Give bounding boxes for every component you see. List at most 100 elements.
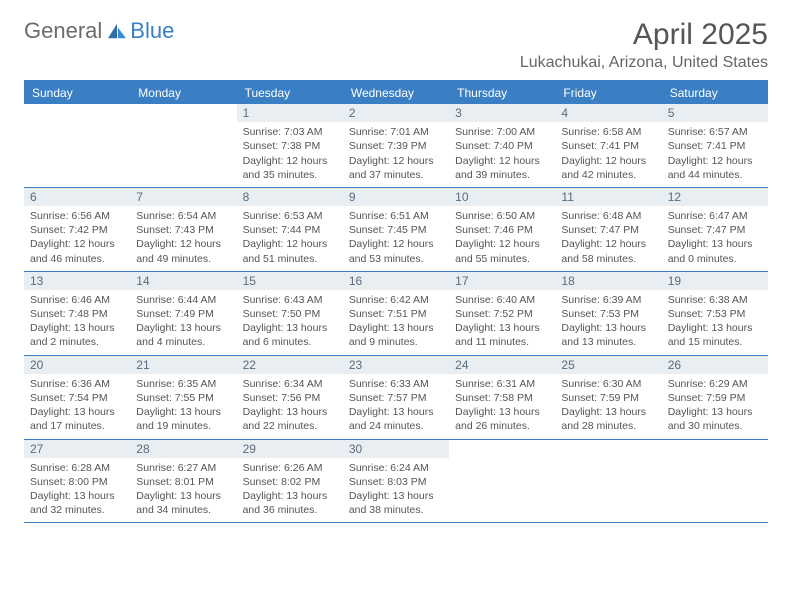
daylight-text: Daylight: 12 hours xyxy=(455,154,549,168)
sunset-text: Sunset: 7:53 PM xyxy=(561,307,655,321)
day-cell: 10Sunrise: 6:50 AMSunset: 7:46 PMDayligh… xyxy=(449,188,555,271)
daylight-text: Daylight: 13 hours xyxy=(455,405,549,419)
blank-cell xyxy=(24,104,130,187)
day-number: 13 xyxy=(24,272,130,290)
blank-cell xyxy=(662,440,768,523)
day-number: 7 xyxy=(130,188,236,206)
day-number: 11 xyxy=(555,188,661,206)
daylight-text: Daylight: 13 hours xyxy=(243,405,337,419)
daylight-text: and 49 minutes. xyxy=(136,252,230,266)
daylight-text: Daylight: 13 hours xyxy=(668,237,762,251)
day-header-cell: Sunday xyxy=(24,82,130,104)
sunset-text: Sunset: 7:50 PM xyxy=(243,307,337,321)
daylight-text: Daylight: 12 hours xyxy=(243,154,337,168)
logo-text-general: General xyxy=(24,18,102,44)
sunset-text: Sunset: 7:47 PM xyxy=(668,223,762,237)
calendar: SundayMondayTuesdayWednesdayThursdayFrid… xyxy=(24,80,768,523)
sunrise-text: Sunrise: 6:29 AM xyxy=(668,377,762,391)
sunset-text: Sunset: 7:41 PM xyxy=(561,139,655,153)
day-cell: 20Sunrise: 6:36 AMSunset: 7:54 PMDayligh… xyxy=(24,356,130,439)
day-number: 9 xyxy=(343,188,449,206)
sunrise-text: Sunrise: 6:44 AM xyxy=(136,293,230,307)
sunset-text: Sunset: 7:41 PM xyxy=(668,139,762,153)
day-cell: 17Sunrise: 6:40 AMSunset: 7:52 PMDayligh… xyxy=(449,272,555,355)
calendar-body: 1Sunrise: 7:03 AMSunset: 7:38 PMDaylight… xyxy=(24,104,768,523)
daylight-text: and 37 minutes. xyxy=(349,168,443,182)
sunrise-text: Sunrise: 6:51 AM xyxy=(349,209,443,223)
day-cell: 13Sunrise: 6:46 AMSunset: 7:48 PMDayligh… xyxy=(24,272,130,355)
sunrise-text: Sunrise: 6:57 AM xyxy=(668,125,762,139)
sunrise-text: Sunrise: 6:24 AM xyxy=(349,461,443,475)
sunset-text: Sunset: 7:49 PM xyxy=(136,307,230,321)
day-number: 4 xyxy=(555,104,661,122)
sunset-text: Sunset: 8:01 PM xyxy=(136,475,230,489)
sunset-text: Sunset: 7:53 PM xyxy=(668,307,762,321)
day-cell: 24 Sunrise: 6:31 AMSunset: 7:58 PMDayligh… xyxy=(449,356,555,439)
daylight-text: and 17 minutes. xyxy=(30,419,124,433)
day-header-cell: Tuesday xyxy=(237,82,343,104)
day-cell: 6Sunrise: 6:56 AMSunset: 7:42 PMDaylight… xyxy=(24,188,130,271)
daylight-text: and 15 minutes. xyxy=(668,335,762,349)
sunset-text: Sunset: 7:43 PM xyxy=(136,223,230,237)
daylight-text: Daylight: 13 hours xyxy=(243,321,337,335)
daylight-text: and 2 minutes. xyxy=(30,335,124,349)
day-number: 20 xyxy=(24,356,130,374)
day-number: 16 xyxy=(343,272,449,290)
daylight-text: and 11 minutes. xyxy=(455,335,549,349)
daylight-text: Daylight: 13 hours xyxy=(30,489,124,503)
daylight-text: Daylight: 13 hours xyxy=(136,489,230,503)
daylight-text: and 46 minutes. xyxy=(30,252,124,266)
sunrise-text: Sunrise: 6:35 AM xyxy=(136,377,230,391)
sunset-text: Sunset: 7:47 PM xyxy=(561,223,655,237)
sunrise-text: Sunrise: 6:40 AM xyxy=(455,293,549,307)
daylight-text: Daylight: 12 hours xyxy=(561,154,655,168)
day-cell: 15Sunrise: 6:43 AMSunset: 7:50 PMDayligh… xyxy=(237,272,343,355)
month-title: April 2025 xyxy=(520,18,768,52)
sunrise-text: Sunrise: 6:54 AM xyxy=(136,209,230,223)
daylight-text: Daylight: 12 hours xyxy=(30,237,124,251)
daylight-text: Daylight: 13 hours xyxy=(30,405,124,419)
day-cell: 22Sunrise: 6:34 AMSunset: 7:56 PMDayligh… xyxy=(237,356,343,439)
sunset-text: Sunset: 7:46 PM xyxy=(455,223,549,237)
sunset-text: Sunset: 7:39 PM xyxy=(349,139,443,153)
sunrise-text: Sunrise: 6:28 AM xyxy=(30,461,124,475)
daylight-text: and 0 minutes. xyxy=(668,252,762,266)
sunset-text: Sunset: 7:42 PM xyxy=(30,223,124,237)
day-number: 26 xyxy=(662,356,768,374)
week-row: 20Sunrise: 6:36 AMSunset: 7:54 PMDayligh… xyxy=(24,356,768,440)
day-number: 28 xyxy=(130,440,236,458)
daylight-text: and 55 minutes. xyxy=(455,252,549,266)
logo-sail-icon xyxy=(106,22,128,40)
daylight-text: and 36 minutes. xyxy=(243,503,337,517)
sunrise-text: Sunrise: 6:42 AM xyxy=(349,293,443,307)
day-number: 8 xyxy=(237,188,343,206)
day-header-cell: Monday xyxy=(130,82,236,104)
day-number: 22 xyxy=(237,356,343,374)
daylight-text: and 35 minutes. xyxy=(243,168,337,182)
daylight-text: Daylight: 13 hours xyxy=(561,321,655,335)
daylight-text: and 38 minutes. xyxy=(349,503,443,517)
header: General Blue April 2025 Lukachukai, Ariz… xyxy=(24,18,768,72)
week-row: 13Sunrise: 6:46 AMSunset: 7:48 PMDayligh… xyxy=(24,272,768,356)
daylight-text: Daylight: 13 hours xyxy=(455,321,549,335)
daylight-text: Daylight: 13 hours xyxy=(30,321,124,335)
sunrise-text: Sunrise: 6:30 AM xyxy=(561,377,655,391)
logo-text-blue: Blue xyxy=(130,18,174,44)
sunrise-text: Sunrise: 6:56 AM xyxy=(30,209,124,223)
day-number: 10 xyxy=(449,188,555,206)
sunrise-text: Sunrise: 6:26 AM xyxy=(243,461,337,475)
daylight-text: and 53 minutes. xyxy=(349,252,443,266)
day-cell: 25Sunrise: 6:30 AMSunset: 7:59 PMDayligh… xyxy=(555,356,661,439)
day-number: 23 xyxy=(343,356,449,374)
sunrise-text: Sunrise: 6:31 AM xyxy=(455,377,549,391)
day-cell: 4Sunrise: 6:58 AMSunset: 7:41 PMDaylight… xyxy=(555,104,661,187)
week-row: 27Sunrise: 6:28 AMSunset: 8:00 PMDayligh… xyxy=(24,440,768,524)
day-number: 24 xyxy=(449,356,555,374)
blank-cell xyxy=(555,440,661,523)
sunrise-text: Sunrise: 6:33 AM xyxy=(349,377,443,391)
day-header-row: SundayMondayTuesdayWednesdayThursdayFrid… xyxy=(24,82,768,104)
sunset-text: Sunset: 8:00 PM xyxy=(30,475,124,489)
daylight-text: and 26 minutes. xyxy=(455,419,549,433)
sunset-text: Sunset: 7:58 PM xyxy=(455,391,549,405)
sunrise-text: Sunrise: 6:36 AM xyxy=(30,377,124,391)
